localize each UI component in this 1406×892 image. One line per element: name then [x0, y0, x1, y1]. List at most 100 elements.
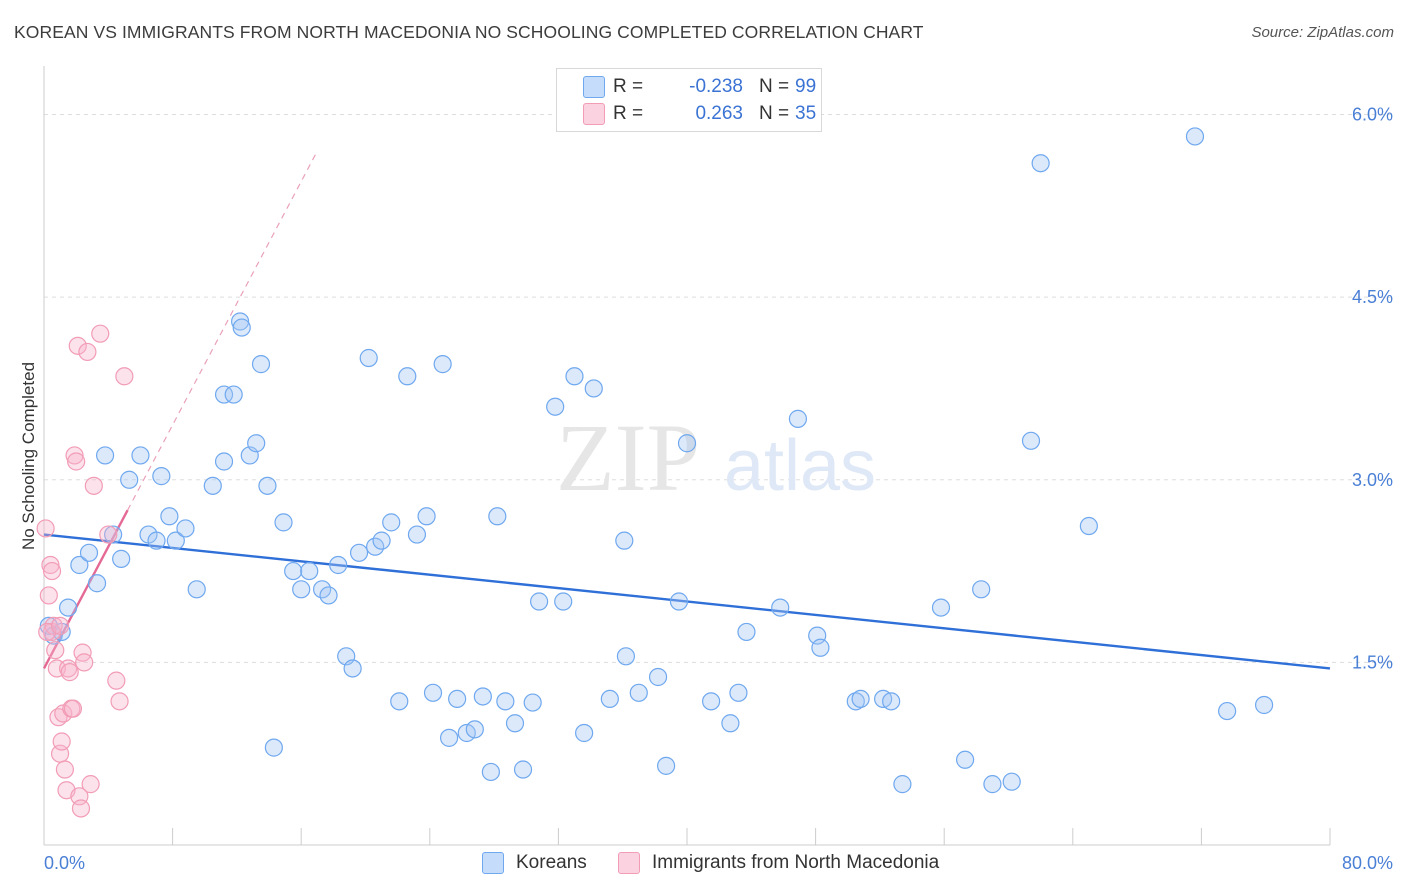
point-koreans: [554, 592, 573, 611]
point-koreans: [284, 561, 303, 581]
point-koreans: [187, 580, 206, 599]
point-koreans: [112, 549, 131, 568]
y-tick-label: 6.0%: [1352, 105, 1393, 125]
point-koreans: [274, 513, 293, 532]
point-koreans: [152, 467, 171, 486]
point-macedonia: [39, 586, 58, 605]
legend-swatch-macedonia: [583, 103, 605, 125]
point-koreans: [104, 525, 123, 544]
point-koreans: [616, 647, 636, 666]
x-tick-label: 80.0%: [1342, 853, 1393, 873]
point-koreans: [721, 714, 740, 733]
point-koreans: [737, 622, 756, 642]
legend-n-label: N =: [759, 103, 790, 124]
legend-swatch-koreans: [583, 76, 605, 98]
point-koreans: [575, 723, 594, 743]
point-koreans: [788, 409, 808, 428]
point-koreans: [481, 762, 500, 782]
legend-r-label: R =: [613, 103, 644, 124]
point-koreans: [465, 720, 484, 739]
point-macedonia: [107, 671, 126, 690]
point-koreans: [846, 692, 865, 711]
point-koreans: [372, 531, 391, 550]
point-koreans: [1254, 695, 1274, 715]
point-koreans: [70, 555, 89, 575]
point-macedonia: [78, 342, 97, 362]
legend-item-macedonia[interactable]: Immigrants from North Macedonia: [618, 852, 939, 874]
point-koreans: [292, 580, 311, 599]
point-koreans: [931, 598, 951, 617]
point-koreans: [423, 683, 443, 702]
point-macedonia: [115, 367, 134, 386]
y-tick-label: 4.5%: [1352, 287, 1393, 307]
point-koreans: [87, 574, 107, 593]
point-macedonia: [84, 476, 103, 495]
y-tick-label: 3.0%: [1352, 470, 1393, 490]
point-macedonia: [46, 641, 65, 660]
point-koreans: [319, 586, 338, 605]
legend-r-value: 0.263: [695, 103, 743, 124]
point-koreans: [160, 507, 179, 526]
point-koreans: [657, 756, 676, 775]
point-macedonia: [68, 336, 87, 355]
point-macedonia: [41, 555, 60, 575]
point-koreans: [1021, 431, 1041, 450]
point-koreans: [329, 555, 348, 575]
point-macedonia: [65, 446, 84, 465]
point-koreans: [523, 693, 542, 712]
point-koreans: [349, 543, 369, 562]
point-koreans: [120, 470, 139, 489]
point-koreans: [231, 312, 250, 331]
point-koreans: [1031, 154, 1050, 173]
x-tick-label: 0.0%: [44, 853, 85, 873]
point-macedonia: [110, 692, 129, 711]
point-koreans: [166, 531, 185, 550]
point-koreans: [448, 689, 467, 709]
point-koreans: [955, 750, 975, 769]
point-macedonia: [55, 760, 74, 779]
point-koreans: [677, 434, 697, 453]
point-koreans: [882, 692, 901, 711]
point-koreans: [214, 385, 234, 404]
watermark-atlas: atlas: [724, 426, 876, 506]
point-koreans: [972, 580, 991, 599]
legend-label-macedonia: Immigrants from North Macedonia: [652, 852, 940, 873]
point-koreans: [131, 446, 150, 465]
point-koreans: [983, 775, 1002, 794]
point-koreans: [702, 692, 721, 711]
gridlines: [44, 114, 1392, 663]
x-tick-labels: 0.0% 80.0%: [44, 853, 1393, 873]
point-koreans: [224, 385, 243, 404]
point-macedonia: [99, 525, 118, 544]
point-koreans: [496, 692, 515, 711]
point-koreans: [398, 367, 417, 386]
point-koreans: [629, 683, 648, 702]
point-koreans: [59, 598, 78, 617]
legend-item-koreans[interactable]: Koreans: [482, 852, 587, 874]
point-koreans: [359, 348, 378, 368]
point-koreans: [433, 355, 452, 374]
point-koreans: [1185, 127, 1205, 146]
point-koreans: [893, 775, 912, 794]
point-macedonia: [81, 775, 100, 794]
point-koreans: [811, 638, 830, 657]
point-macedonia: [42, 561, 62, 581]
point-koreans: [439, 728, 459, 747]
point-koreans: [1218, 701, 1237, 721]
point-koreans: [600, 689, 619, 709]
point-koreans: [565, 367, 584, 386]
point-macedonia: [91, 324, 110, 343]
watermark-zip: ZIP: [556, 404, 700, 511]
point-koreans: [147, 531, 166, 550]
point-koreans: [584, 379, 603, 398]
point-koreans: [95, 446, 115, 465]
point-koreans: [343, 659, 362, 678]
correlation-legend: R = -0.238 N = 99 R = 0.263 N = 35: [556, 68, 822, 132]
legend-label-koreans: Koreans: [516, 852, 587, 873]
point-koreans: [771, 598, 790, 617]
point-macedonia: [60, 663, 79, 682]
watermark: ZIP atlas: [556, 404, 876, 511]
point-koreans: [214, 452, 234, 471]
point-koreans: [615, 531, 634, 550]
point-koreans: [505, 714, 525, 733]
